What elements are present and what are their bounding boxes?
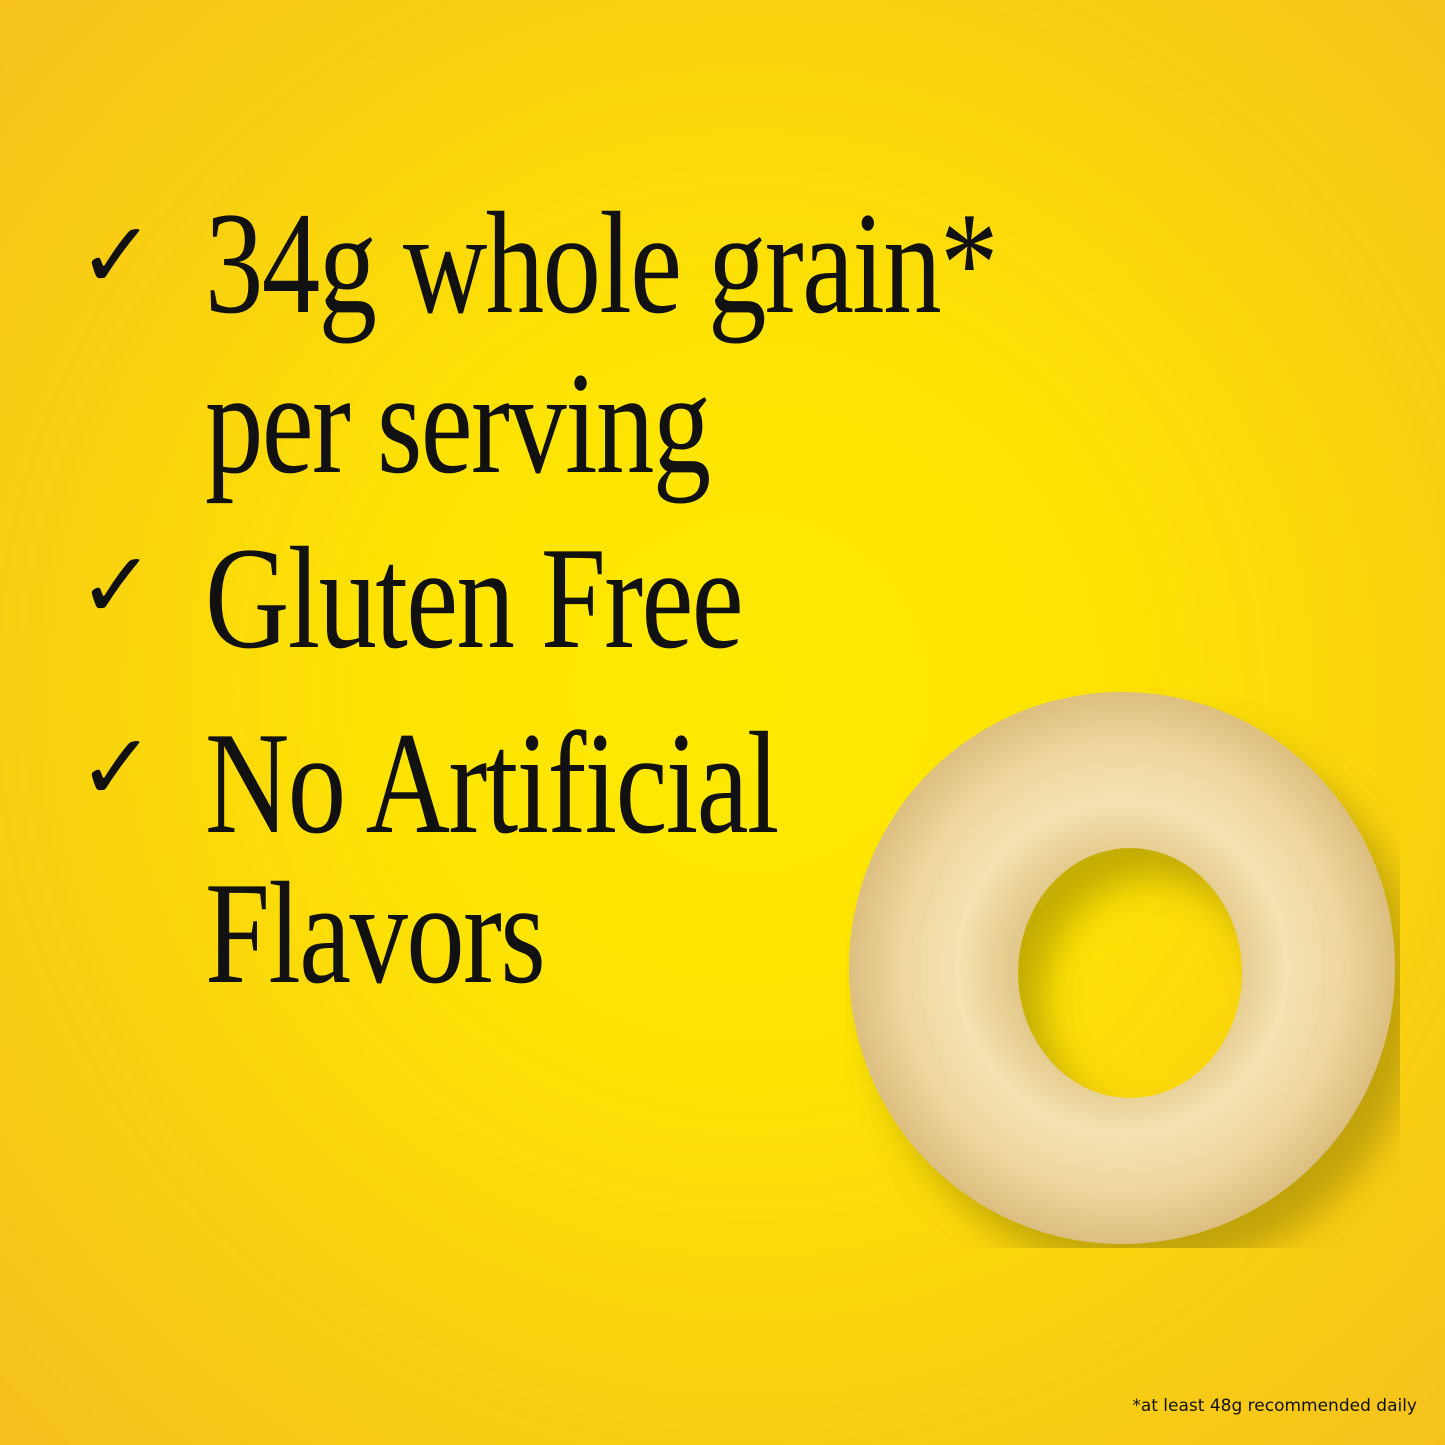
benefit-gluten-free: Gluten Free — [205, 517, 744, 679]
cereal-ring-image — [848, 692, 1395, 1244]
footnote: *at least 48g recommended daily — [1132, 1396, 1417, 1416]
benefit-whole-grain-line2: per serving — [205, 342, 711, 504]
checkmark-icon: ✓ — [78, 714, 156, 821]
checkmark-icon: ✓ — [78, 532, 156, 639]
checkmark-icon: ✓ — [78, 202, 156, 309]
benefit-whole-grain-line1: 34g whole grain* — [205, 182, 998, 344]
benefit-no-artificial-line2: Flavors — [205, 852, 546, 1014]
benefit-no-artificial-line1: No Artificial — [205, 702, 779, 864]
